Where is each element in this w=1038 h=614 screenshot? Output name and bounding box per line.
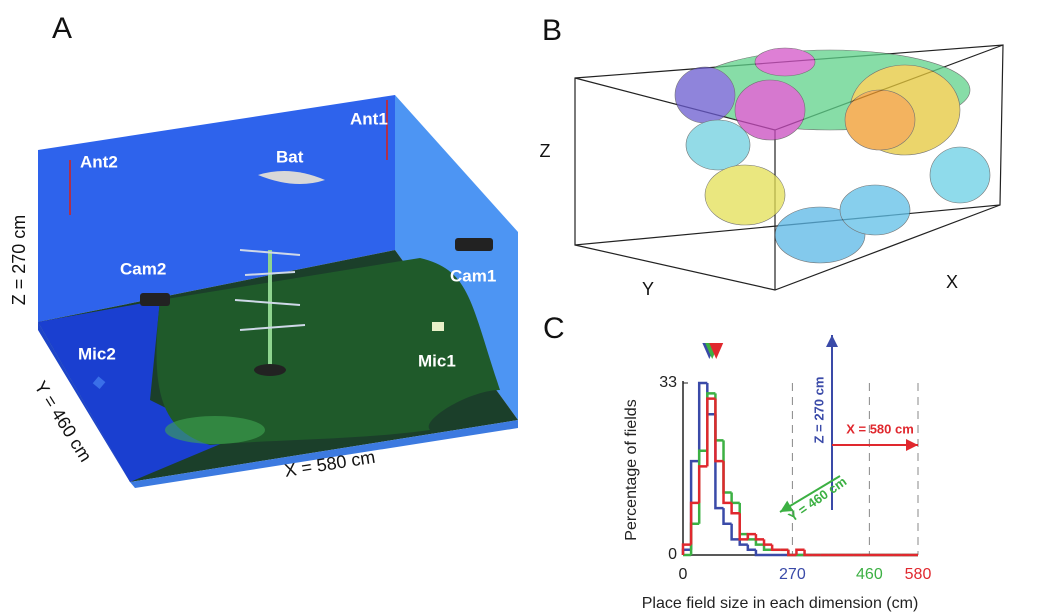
histogram-step [756,534,764,539]
annotation: Y = 460 cm [786,474,850,525]
dimension-label: Z = 270 cm [9,215,29,306]
x-tick-label: 580 [905,566,932,583]
histogram-chart: 0 33 0 270 460 580 Place field size in each di… [623,335,931,612]
annotation: X = 580 cm [846,421,914,436]
label: Bat [276,147,304,166]
panel-label: B [542,14,562,47]
x-tick-label: 270 [779,566,806,583]
y-tick-label: 0 [668,546,677,563]
x-tick-label: 460 [856,566,883,583]
page: A Ant1 Ant2 Bat Cam1 Cam2 Mic1 Mic2 Z = … [0,0,1038,614]
histogram-step [772,545,780,550]
label: Cam1 [450,266,496,285]
y-tick-label: 33 [659,374,677,391]
axis-label: Y [642,279,654,299]
annotation: Z = 270 cm [811,377,826,444]
panel-label: C [543,312,565,345]
histogram-step [732,492,740,502]
axis-label: Z [540,141,551,161]
y-axis-title: Percentage of fields [623,399,640,540]
x-axis-title: Place field size in each dimension (cm) [642,595,919,612]
x-tick-label: 0 [679,566,688,583]
arrow-head [826,335,838,347]
label: Cam2 [120,259,166,278]
figure: A Ant1 Ant2 Bat Cam1 Cam2 Mic1 Mic2 Z = … [0,0,1038,614]
arrow-head [906,439,918,451]
label: Mic1 [418,351,456,370]
histogram-step [699,466,707,502]
histogram-step [805,550,813,555]
axis-label: X [946,272,958,292]
label: Mic2 [78,344,116,363]
panel-label: A [52,12,72,45]
histogram-step [764,539,772,544]
label: Ant1 [350,109,388,128]
label: Ant2 [80,152,118,171]
